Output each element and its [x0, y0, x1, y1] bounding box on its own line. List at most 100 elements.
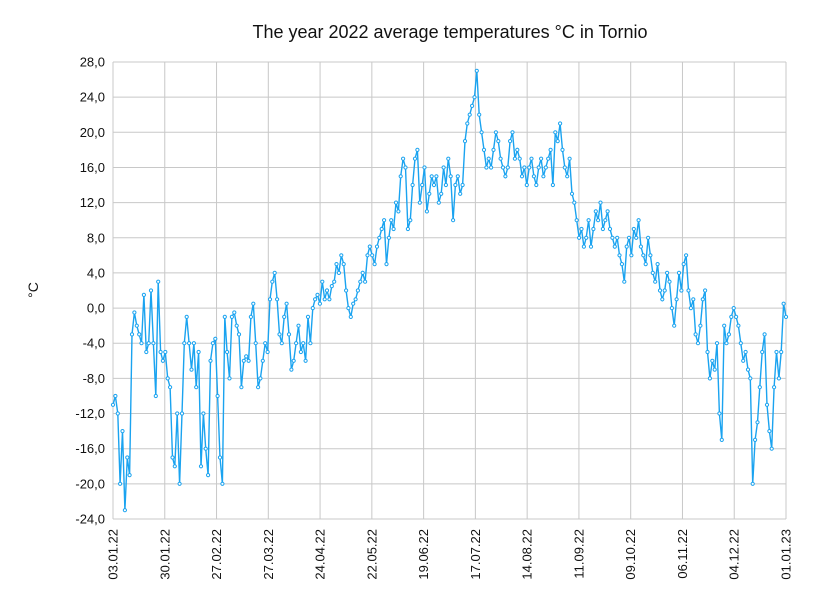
- data-point: [329, 284, 334, 289]
- data-point: [258, 376, 263, 381]
- data-point: [429, 174, 434, 179]
- data-point: [527, 165, 532, 170]
- data-point: [196, 349, 201, 355]
- data-point: [184, 314, 189, 319]
- data-point: [275, 297, 280, 302]
- data-point: [277, 332, 282, 337]
- data-point: [650, 270, 655, 275]
- data-point: [703, 288, 708, 293]
- data-point: [389, 218, 394, 223]
- data-point: [137, 332, 142, 337]
- data-point: [581, 244, 587, 249]
- data-point: [153, 393, 158, 399]
- data-point: [467, 112, 472, 117]
- data-point: [734, 314, 739, 319]
- y-tick-label: 16,0: [80, 160, 105, 175]
- data-point: [355, 288, 360, 293]
- x-tick-label: 06.11.22: [675, 529, 690, 579]
- data-point: [541, 174, 546, 179]
- data-point: [638, 244, 644, 249]
- data-point: [363, 279, 368, 284]
- y-axis-label: °C: [25, 282, 41, 298]
- data-point: [543, 165, 548, 170]
- data-point: [206, 473, 211, 478]
- data-point: [424, 209, 429, 214]
- data-point: [351, 301, 356, 306]
- data-point: [303, 358, 308, 363]
- data-point: [731, 306, 736, 311]
- y-tick-label: 8,0: [87, 230, 105, 245]
- data-point: [267, 297, 273, 302]
- data-point: [291, 358, 296, 363]
- data-point: [655, 262, 660, 267]
- data-point: [565, 174, 570, 179]
- y-tick-label: -16,0: [75, 441, 105, 456]
- data-point: [286, 332, 292, 337]
- data-point: [377, 235, 382, 240]
- data-point: [500, 165, 506, 170]
- data-point: [175, 411, 180, 416]
- data-point: [755, 420, 760, 425]
- data-point: [477, 112, 482, 117]
- data-point: [110, 402, 116, 407]
- data-point: [474, 68, 479, 73]
- data-point: [146, 341, 151, 346]
- data-point: [486, 156, 491, 161]
- y-tick-label: -24,0: [75, 512, 105, 527]
- data-point: [125, 455, 130, 460]
- y-tick-labels: 28,0 24,0 20,0 16,0 12,0 8,0 4,0 0,0 -4,0 -8,0 -12…: [75, 55, 105, 527]
- data-point: [396, 209, 401, 214]
- data-point: [353, 297, 358, 302]
- data-point: [229, 314, 234, 319]
- y-tick-label: -4,0: [83, 336, 105, 351]
- data-point: [279, 341, 284, 346]
- data-point: [168, 385, 173, 390]
- data-point: [439, 191, 444, 196]
- data-point: [491, 147, 496, 152]
- data-point: [382, 218, 387, 223]
- data-point: [282, 314, 287, 319]
- y-tick-label: -8,0: [83, 371, 105, 386]
- data-point: [607, 226, 613, 232]
- data-point: [519, 174, 525, 179]
- data-point: [358, 279, 363, 284]
- data-point: [241, 358, 246, 363]
- data-point: [348, 314, 353, 319]
- data-point: [360, 270, 365, 275]
- data-point: [451, 218, 456, 223]
- data-point: [210, 341, 215, 346]
- data-point: [508, 139, 513, 144]
- data-point: [560, 147, 565, 152]
- data-point: [251, 301, 256, 306]
- data-point: [158, 349, 163, 355]
- data-point: [372, 262, 377, 267]
- data-point: [127, 473, 132, 478]
- data-point: [415, 147, 420, 152]
- data-point: [431, 182, 437, 188]
- data-point: [465, 121, 470, 126]
- data-point: [436, 200, 441, 205]
- data-point: [610, 235, 615, 240]
- data-point: [165, 376, 170, 381]
- data-point: [460, 182, 465, 188]
- data-point: [596, 218, 601, 223]
- data-point: [688, 306, 694, 311]
- data-point: [115, 411, 120, 416]
- x-tick-label: 01.01.23: [779, 529, 794, 580]
- data-point: [446, 156, 451, 161]
- data-point: [222, 314, 227, 319]
- data-point: [767, 429, 772, 434]
- data-point: [498, 156, 503, 161]
- data-point: [598, 200, 603, 205]
- data-point: [322, 297, 327, 302]
- y-tick-label: 24,0: [80, 90, 105, 105]
- data-point: [676, 270, 682, 275]
- y-tick-label: -12,0: [75, 406, 105, 421]
- data-point: [503, 174, 508, 179]
- data-point: [170, 455, 175, 460]
- x-tick-label: 27.02.22: [209, 529, 224, 580]
- data-point: [260, 358, 265, 363]
- data-point: [634, 235, 639, 240]
- data-point: [234, 323, 239, 328]
- x-tick-label: 14.08.22: [520, 529, 535, 580]
